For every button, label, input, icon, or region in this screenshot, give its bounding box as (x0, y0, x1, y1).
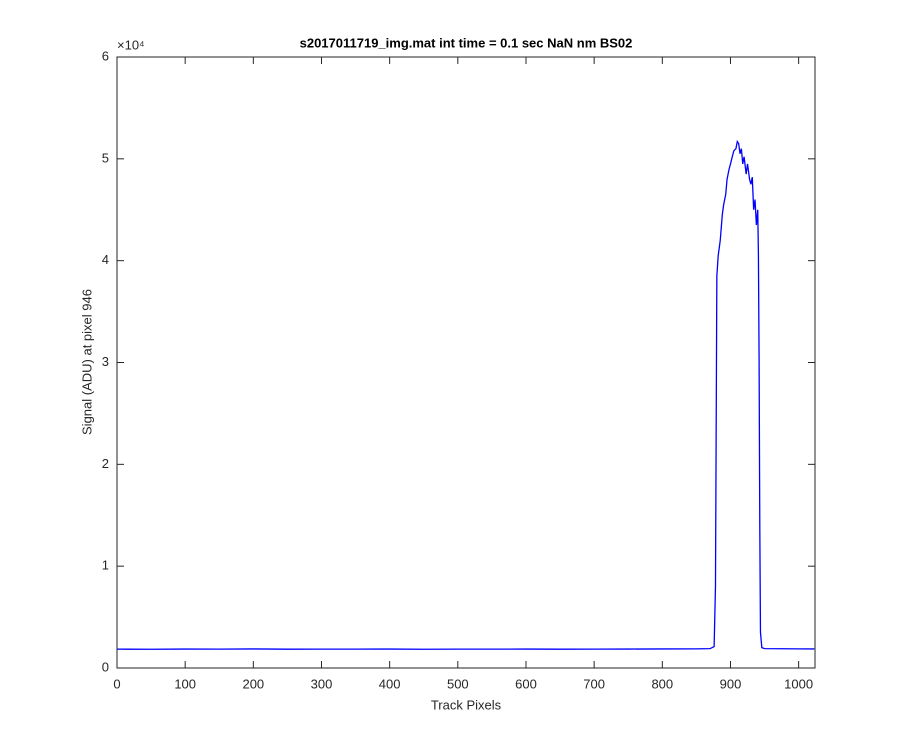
y-tick-label: 6 (102, 48, 109, 63)
x-tick-label: 0 (113, 676, 120, 691)
data-line (116, 139, 815, 650)
plot-area (116, 56, 816, 669)
x-tick-label: 800 (651, 676, 673, 691)
y-tick-label: 5 (102, 150, 109, 165)
x-axis-label: Track Pixels (431, 697, 502, 712)
x-tick-label: 300 (311, 676, 333, 691)
y-tick-label: 2 (102, 456, 109, 471)
x-tick-label: 700 (583, 676, 605, 691)
y-exponent-label: ×10⁴ (117, 37, 145, 52)
y-tick-label: 3 (102, 354, 109, 369)
x-tick-label: 200 (242, 676, 264, 691)
y-axis-label: Signal (ADU) at pixel 946 (79, 289, 94, 435)
y-tick-label: 1 (102, 558, 109, 573)
y-tick-label: 0 (102, 659, 109, 674)
y-tick-label: 4 (102, 252, 109, 267)
chart-title: s2017011719_img.mat int time = 0.1 sec N… (300, 35, 633, 50)
x-tick-label: 900 (720, 676, 742, 691)
x-tick-label: 600 (515, 676, 537, 691)
x-tick-label: 100 (174, 676, 196, 691)
x-tick-label: 1000 (784, 676, 813, 691)
x-tick-label: 400 (379, 676, 401, 691)
x-tick-label: 500 (447, 676, 469, 691)
